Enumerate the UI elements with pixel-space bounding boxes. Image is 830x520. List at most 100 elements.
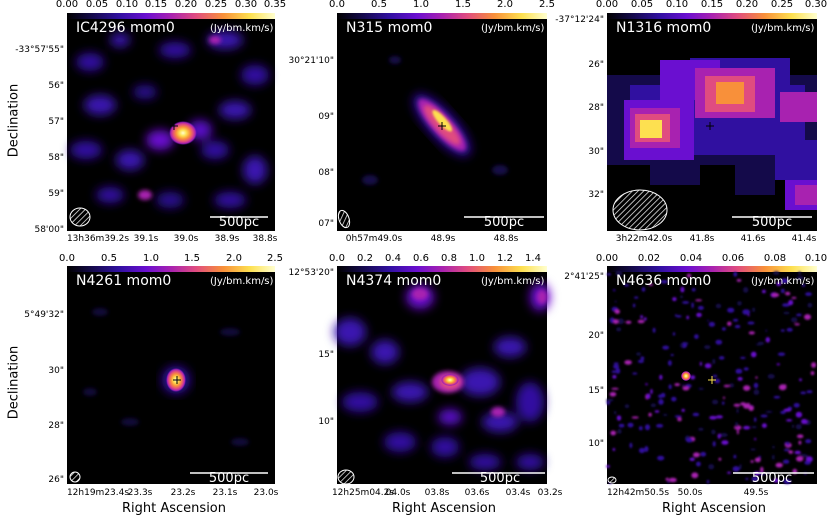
noise-speck — [612, 289, 616, 292]
noise-speck — [743, 425, 751, 430]
cbar-tick: 1.0 — [413, 0, 429, 10]
noise-speck — [610, 430, 616, 436]
dec-tick: 15" — [318, 350, 334, 360]
ra-tick: 49.5s — [743, 488, 769, 498]
ra-tick: 12h25m04.2s — [331, 488, 395, 498]
ra-tick: 23.3s — [127, 488, 153, 498]
noise-speck — [612, 375, 617, 379]
cbar-tick: 1.5 — [184, 253, 200, 264]
n315-map — [337, 13, 547, 231]
noise-speck — [667, 480, 670, 484]
beam-ellipse — [69, 207, 91, 227]
cbar-tick: 0.4 — [385, 253, 401, 264]
panel-title: IC4296 mom0 — [76, 20, 175, 36]
noise-speck — [718, 356, 725, 360]
noise-speck — [680, 343, 684, 348]
unit-label: (Jy/bm.km/s) — [751, 23, 815, 34]
noise-speck — [689, 457, 695, 461]
noise-speck — [674, 383, 680, 387]
ra-tick: 03.6s — [464, 488, 490, 498]
noise-speck — [704, 345, 711, 350]
unit-label: (Jy/bm.km/s) — [481, 276, 545, 287]
panel-title: N1316 mom0 — [616, 20, 712, 36]
noise-speck — [638, 447, 645, 454]
noise-speck — [729, 383, 735, 388]
cbar-tick: 0.02 — [637, 253, 661, 264]
noise-speck — [810, 371, 815, 376]
cbar-tick: 1.4 — [525, 253, 541, 264]
noise-speck — [721, 327, 726, 331]
noise-speck — [754, 437, 757, 441]
ra-axis-label-left: Right Ascension — [122, 501, 226, 516]
cbar-tick: 0.0 — [329, 253, 345, 264]
noise-speck — [662, 413, 668, 416]
emission-filaments — [334, 283, 550, 470]
noise-speck — [714, 378, 721, 384]
cbar-tick: 2.5 — [539, 0, 555, 10]
noise-speck — [674, 415, 682, 418]
noise-speck — [632, 372, 638, 375]
noise-speck — [736, 407, 739, 414]
noise-speck — [718, 457, 722, 461]
noise-speck — [645, 383, 648, 386]
noise-speck — [624, 404, 630, 409]
noise-speck — [801, 418, 808, 425]
beam-ellipse — [612, 189, 668, 231]
ra-tick: 23.2s — [170, 488, 196, 498]
beam-ellipse — [69, 471, 81, 483]
cbar-tick: 0.2 — [357, 253, 373, 264]
noise-speck — [691, 472, 699, 479]
noise-speck — [677, 417, 682, 422]
dec-tick: 56" — [48, 81, 64, 91]
noise-speck — [776, 281, 781, 287]
noise-speck — [781, 278, 789, 284]
noise-speck — [735, 421, 739, 428]
noise-speck — [794, 323, 800, 326]
noise-speck — [612, 448, 616, 451]
noise-speck — [745, 477, 749, 480]
noise-speck — [750, 460, 754, 463]
noise-speck — [754, 417, 757, 422]
emission-peak — [681, 371, 691, 381]
noise-speck — [638, 426, 643, 431]
emission-clumps — [70, 31, 269, 208]
colorbar — [67, 13, 275, 19]
noise-speck — [715, 303, 722, 309]
noise-speck — [800, 391, 807, 395]
noise-speck — [783, 311, 790, 315]
dec-tick: 26" — [588, 60, 604, 70]
noise-speck — [614, 300, 617, 303]
noise-speck — [693, 452, 700, 458]
noise-speck — [743, 367, 749, 371]
noise-speck — [794, 450, 801, 455]
noise-speck — [641, 287, 646, 292]
noise-speck — [806, 390, 813, 394]
colorbar — [337, 266, 547, 272]
noise-speck — [652, 327, 656, 333]
noise-speck — [801, 284, 806, 287]
noise-speck — [780, 288, 785, 294]
ra-tick: 50.0s — [677, 488, 703, 498]
noise-speck — [785, 419, 793, 422]
noise-speck — [696, 461, 701, 467]
panel-title: N315 mom0 — [346, 20, 433, 36]
noise-speck — [650, 389, 653, 394]
noise-speck — [796, 276, 804, 281]
dec-tick: 08" — [318, 168, 334, 178]
ra-tick: 41.4s — [791, 234, 817, 244]
noise-speck — [691, 288, 696, 292]
noise-speck — [723, 396, 725, 400]
noise-speck — [805, 292, 812, 296]
noise-speck — [773, 478, 779, 483]
noise-speck — [617, 318, 625, 325]
noise-speck — [650, 403, 657, 408]
noise-speck — [727, 471, 731, 474]
noise-speck — [733, 271, 738, 277]
noise-speck — [613, 362, 619, 365]
noise-speck — [640, 356, 645, 360]
dec-tick: 30" — [588, 147, 604, 157]
noise-speck — [681, 408, 685, 412]
noise-speck — [780, 329, 785, 332]
ra-tick: 04.0s — [385, 488, 411, 498]
noise-speck — [637, 319, 645, 324]
